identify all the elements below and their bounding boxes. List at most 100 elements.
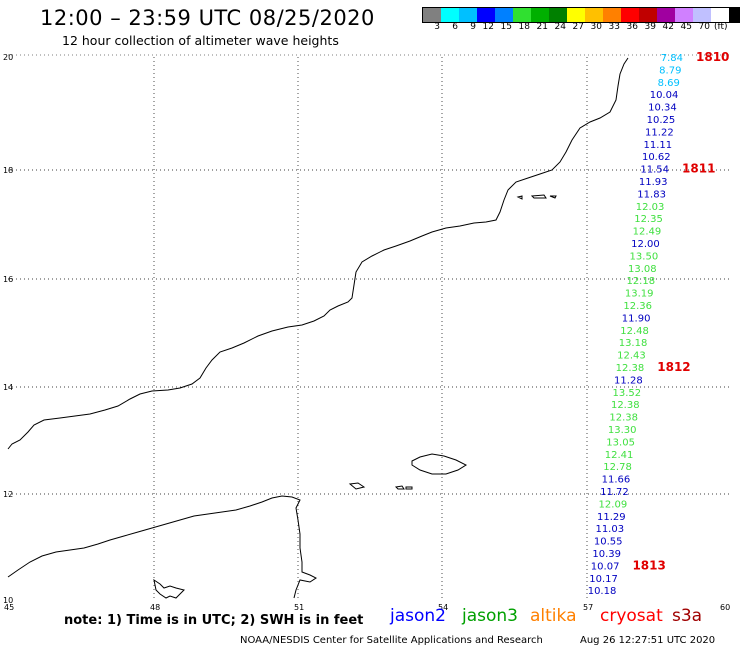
legend-swatch: [531, 8, 549, 22]
color-legend: [422, 7, 740, 23]
legend-swatch: [567, 8, 585, 22]
legend-swatch: [495, 8, 513, 22]
legend-label: 36: [626, 22, 638, 32]
wave-height-reading: 10.07: [591, 561, 620, 572]
wave-height-reading: 13.30: [608, 425, 637, 436]
wave-height-reading: 12.38: [611, 400, 640, 411]
satellite-name: cryosat: [600, 606, 663, 626]
wave-height-reading: 12.49: [633, 227, 662, 238]
island-small-1: [348, 482, 366, 490]
generated-timestamp: Aug 26 12:27:51 UTC 2020: [580, 635, 716, 646]
legend-swatch: [621, 8, 639, 22]
island-kuria: [516, 194, 557, 200]
legend-swatch: [693, 8, 711, 22]
wave-height-reading: 12.41: [605, 450, 634, 461]
wave-height-reading: 13.19: [625, 289, 654, 300]
wave-height-reading: 10.55: [594, 537, 623, 548]
wave-height-reading: 7.84: [661, 53, 683, 64]
pass-time-label: 1811: [682, 162, 715, 176]
y-tick-label: 14: [3, 383, 13, 392]
y-tick-label: 20: [3, 53, 13, 62]
wave-height-reading: 12.00: [631, 239, 660, 250]
legend-label: 27: [572, 22, 584, 32]
island-small-3: [405, 486, 413, 490]
x-tick-label: 60: [720, 603, 730, 612]
legend-label: 9: [470, 22, 476, 32]
wave-height-reading: 11.11: [644, 140, 673, 151]
satellite-name: s3a: [672, 606, 703, 626]
legend-label: 21: [536, 22, 548, 32]
legend-swatch: [639, 8, 657, 22]
coastline: [7, 57, 629, 450]
wave-height-reading: 11.22: [645, 127, 674, 138]
satellite-name: altika: [530, 606, 577, 626]
legend-swatch: [477, 8, 495, 22]
y-tick-label: 16: [3, 275, 13, 284]
legend-swatch: [729, 8, 740, 22]
island-small-2: [394, 485, 405, 490]
x-tick-label: 48: [150, 603, 160, 612]
legend-label: 70: [698, 22, 710, 32]
legend-swatch: [585, 8, 603, 22]
satellite-name: jason2: [390, 606, 446, 626]
legend-swatch: [657, 8, 675, 22]
wave-height-reading: 12.18: [626, 276, 655, 287]
legend-label: 30: [590, 22, 602, 32]
wave-height-reading: 12.35: [634, 214, 663, 225]
wave-height-reading: 11.72: [600, 487, 629, 498]
x-tick-label: 51: [294, 603, 304, 612]
plot-subtitle: 12 hour collection of altimeter wave hei…: [62, 33, 339, 48]
wave-height-reading: 11.66: [602, 475, 631, 486]
wave-height-reading: 12.78: [603, 462, 632, 473]
wave-height-reading: 13.08: [628, 264, 657, 275]
wave-height-reading: 12.38: [609, 413, 638, 424]
wave-height-reading: 10.62: [642, 152, 671, 163]
legend-label: 18: [518, 22, 530, 32]
footer-note: note: 1) Time is in UTC; 2) SWH is in fe…: [64, 613, 364, 628]
legend-swatch: [459, 8, 477, 22]
legend-swatch: [441, 8, 459, 22]
legend-label: 24: [554, 22, 566, 32]
y-tick-label: 10: [3, 596, 13, 605]
legend-label: 33: [608, 22, 620, 32]
legend-label: 39: [644, 22, 656, 32]
pass-time-label: 1813: [632, 558, 665, 572]
wave-height-reading: 10.25: [647, 115, 676, 126]
wave-height-reading: 11.54: [640, 165, 669, 176]
legend-unit: (ft): [714, 22, 728, 32]
wave-height-reading: 13.18: [619, 338, 648, 349]
legend-swatch: [711, 8, 729, 22]
wave-height-reading: 11.93: [639, 177, 668, 188]
y-tick-label: 12: [3, 490, 13, 499]
satellite-name: jason3: [462, 606, 518, 626]
legend-label: 12: [482, 22, 494, 32]
wave-height-reading: 10.17: [589, 574, 618, 585]
wave-height-reading: 10.04: [650, 90, 679, 101]
wave-height-reading: 10.18: [588, 586, 617, 597]
legend-swatch: [549, 8, 567, 22]
wave-height-reading: 13.52: [613, 388, 642, 399]
wave-height-reading: 10.34: [648, 103, 677, 114]
wave-height-reading: 12.36: [623, 301, 652, 312]
color-legend-labels: 3 6 9 12 15 18 21 24 27 30 33 36 39 42 45 70: [422, 22, 710, 32]
legend-label: 6: [452, 22, 458, 32]
wave-height-reading: 11.29: [597, 512, 626, 523]
pass-time-label: 1810: [696, 50, 729, 64]
legend-swatch: [423, 8, 441, 22]
wave-height-reading: 13.50: [630, 251, 659, 262]
pass-time-label: 1812: [657, 360, 690, 374]
x-tick-label: 45: [4, 603, 14, 612]
legend-swatch: [603, 8, 621, 22]
legend-label: 42: [662, 22, 674, 32]
island-socotra: [411, 453, 468, 475]
y-tick-label: 18: [3, 166, 13, 175]
wave-height-reading: 11.03: [595, 524, 624, 535]
x-tick-label: 54: [438, 603, 448, 612]
wave-height-reading: 11.28: [614, 375, 643, 386]
inland-shape: [153, 578, 185, 599]
legend-label: 45: [680, 22, 692, 32]
legend-label: 3: [434, 22, 440, 32]
credit-line: NOAA/NESDIS Center for Satellite Applica…: [240, 635, 543, 646]
wave-height-reading: 8.69: [658, 78, 680, 89]
